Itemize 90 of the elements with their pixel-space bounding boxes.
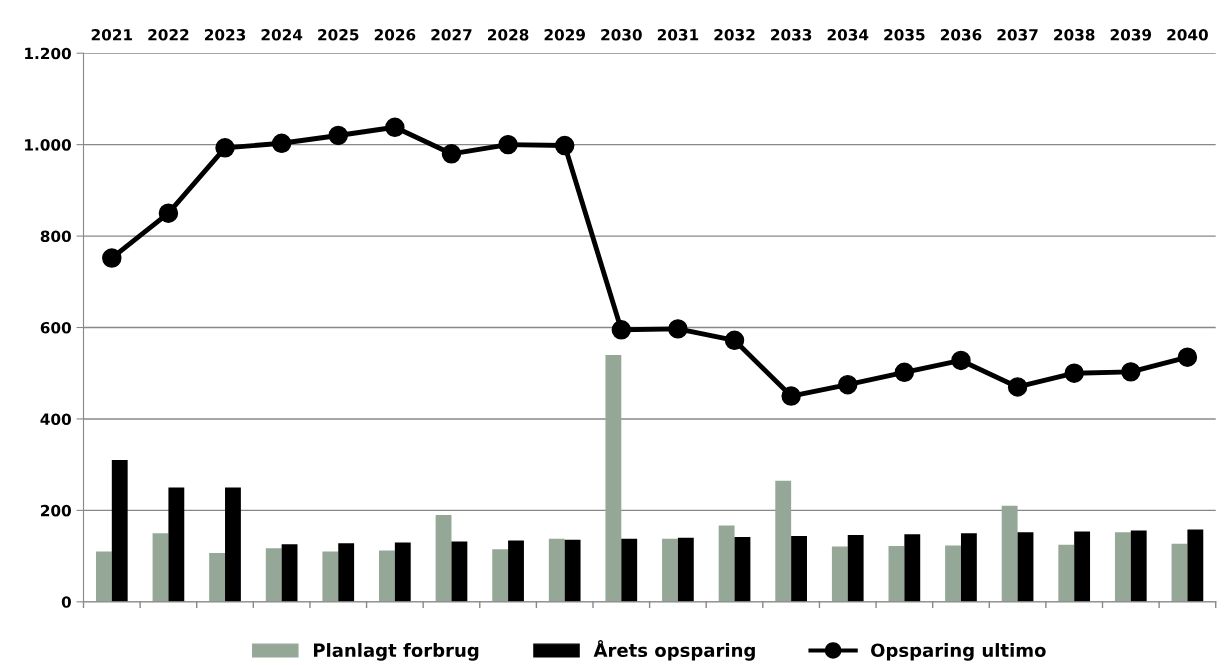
point: [1064, 363, 1084, 383]
bar: [960, 533, 977, 602]
x-tick-label: 2032: [714, 28, 755, 41]
bar: [281, 544, 298, 602]
bar: [791, 535, 807, 602]
y-tick-label: 400: [40, 413, 71, 425]
point: [441, 144, 462, 164]
bar: [152, 533, 169, 602]
x-tick-label: 2033: [771, 28, 812, 41]
bar: [1171, 543, 1188, 602]
bar: [847, 535, 864, 602]
y-tick-label: 1.200: [25, 47, 71, 60]
point: [271, 133, 292, 153]
point: [781, 386, 801, 406]
point: [1121, 362, 1141, 382]
bar: [394, 542, 411, 602]
bar: [209, 552, 226, 602]
x-tick-label: 2024: [261, 28, 303, 41]
point: [215, 138, 235, 158]
x-tick-label: 2040: [1167, 28, 1208, 41]
legend-label: Årets opsparing: [593, 640, 755, 661]
bar: [662, 538, 678, 602]
bar: [677, 537, 694, 602]
x-tick-label: 2038: [1054, 28, 1095, 41]
x-tick-label: 2037: [997, 28, 1038, 41]
bar: [1114, 532, 1131, 602]
point: [385, 117, 405, 137]
bar: [111, 460, 128, 602]
bar: [605, 354, 622, 602]
bar: [1058, 544, 1075, 602]
bar: [945, 545, 961, 602]
bar: [322, 551, 339, 602]
bar: [1017, 532, 1034, 602]
bar: [831, 546, 848, 602]
point: [328, 125, 348, 146]
bar: [508, 540, 524, 602]
bar: [492, 549, 509, 602]
point: [158, 203, 179, 223]
bar: [718, 525, 735, 602]
bar: [888, 546, 905, 602]
x-tick-label: 2021: [91, 28, 133, 41]
bar: [379, 550, 395, 602]
point: [668, 319, 688, 339]
point: [1007, 377, 1028, 397]
bar: [1187, 529, 1204, 602]
bar: [548, 538, 565, 602]
point: [894, 362, 915, 383]
bar: [1130, 530, 1147, 602]
point: [838, 374, 858, 395]
point: [611, 320, 632, 340]
x-tick-label: 2034: [827, 28, 869, 41]
x-tick-label: 2036: [940, 28, 982, 41]
x-tick-label: 2030: [601, 28, 642, 41]
x-tick-label: 2026: [374, 28, 416, 41]
y-tick-label: 600: [40, 321, 71, 334]
point: [1177, 347, 1198, 367]
bar: [225, 487, 241, 602]
x-tick-label: 2039: [1110, 28, 1152, 41]
legend-label: Opsparing ultimo: [871, 643, 1046, 661]
bar: [621, 538, 638, 602]
point: [554, 135, 575, 156]
point: [498, 134, 518, 155]
bar: [564, 539, 581, 602]
point: [102, 248, 122, 268]
x-tick-label: 2022: [148, 28, 189, 41]
y-tick-label: 0: [61, 596, 71, 608]
x-tick-label: 2023: [204, 28, 246, 41]
x-tick-label: 2035: [884, 28, 925, 41]
y-tick-label: 200: [41, 504, 71, 517]
point: [951, 350, 971, 371]
bar: [265, 548, 282, 602]
x-tick-label: 2027: [431, 28, 472, 41]
bar: [734, 536, 751, 602]
x-tick-label: 2028: [488, 28, 529, 41]
x-tick-label: 2025: [318, 28, 359, 41]
y-tick-label: 800: [40, 230, 71, 243]
legend-label: Planlagt forbrug: [313, 643, 479, 661]
bar: [775, 480, 792, 602]
y-tick-label: 1.000: [25, 139, 71, 151]
bar: [1074, 531, 1091, 602]
bar: [338, 543, 355, 602]
bar: [904, 534, 921, 602]
point: [724, 330, 745, 351]
bar: [435, 514, 452, 602]
x-tick-label: 2029: [544, 28, 585, 41]
bar: [451, 541, 468, 602]
bar: [168, 487, 185, 602]
x-tick-label: 2031: [657, 28, 699, 41]
bar: [1001, 505, 1018, 602]
bar: [95, 551, 112, 602]
